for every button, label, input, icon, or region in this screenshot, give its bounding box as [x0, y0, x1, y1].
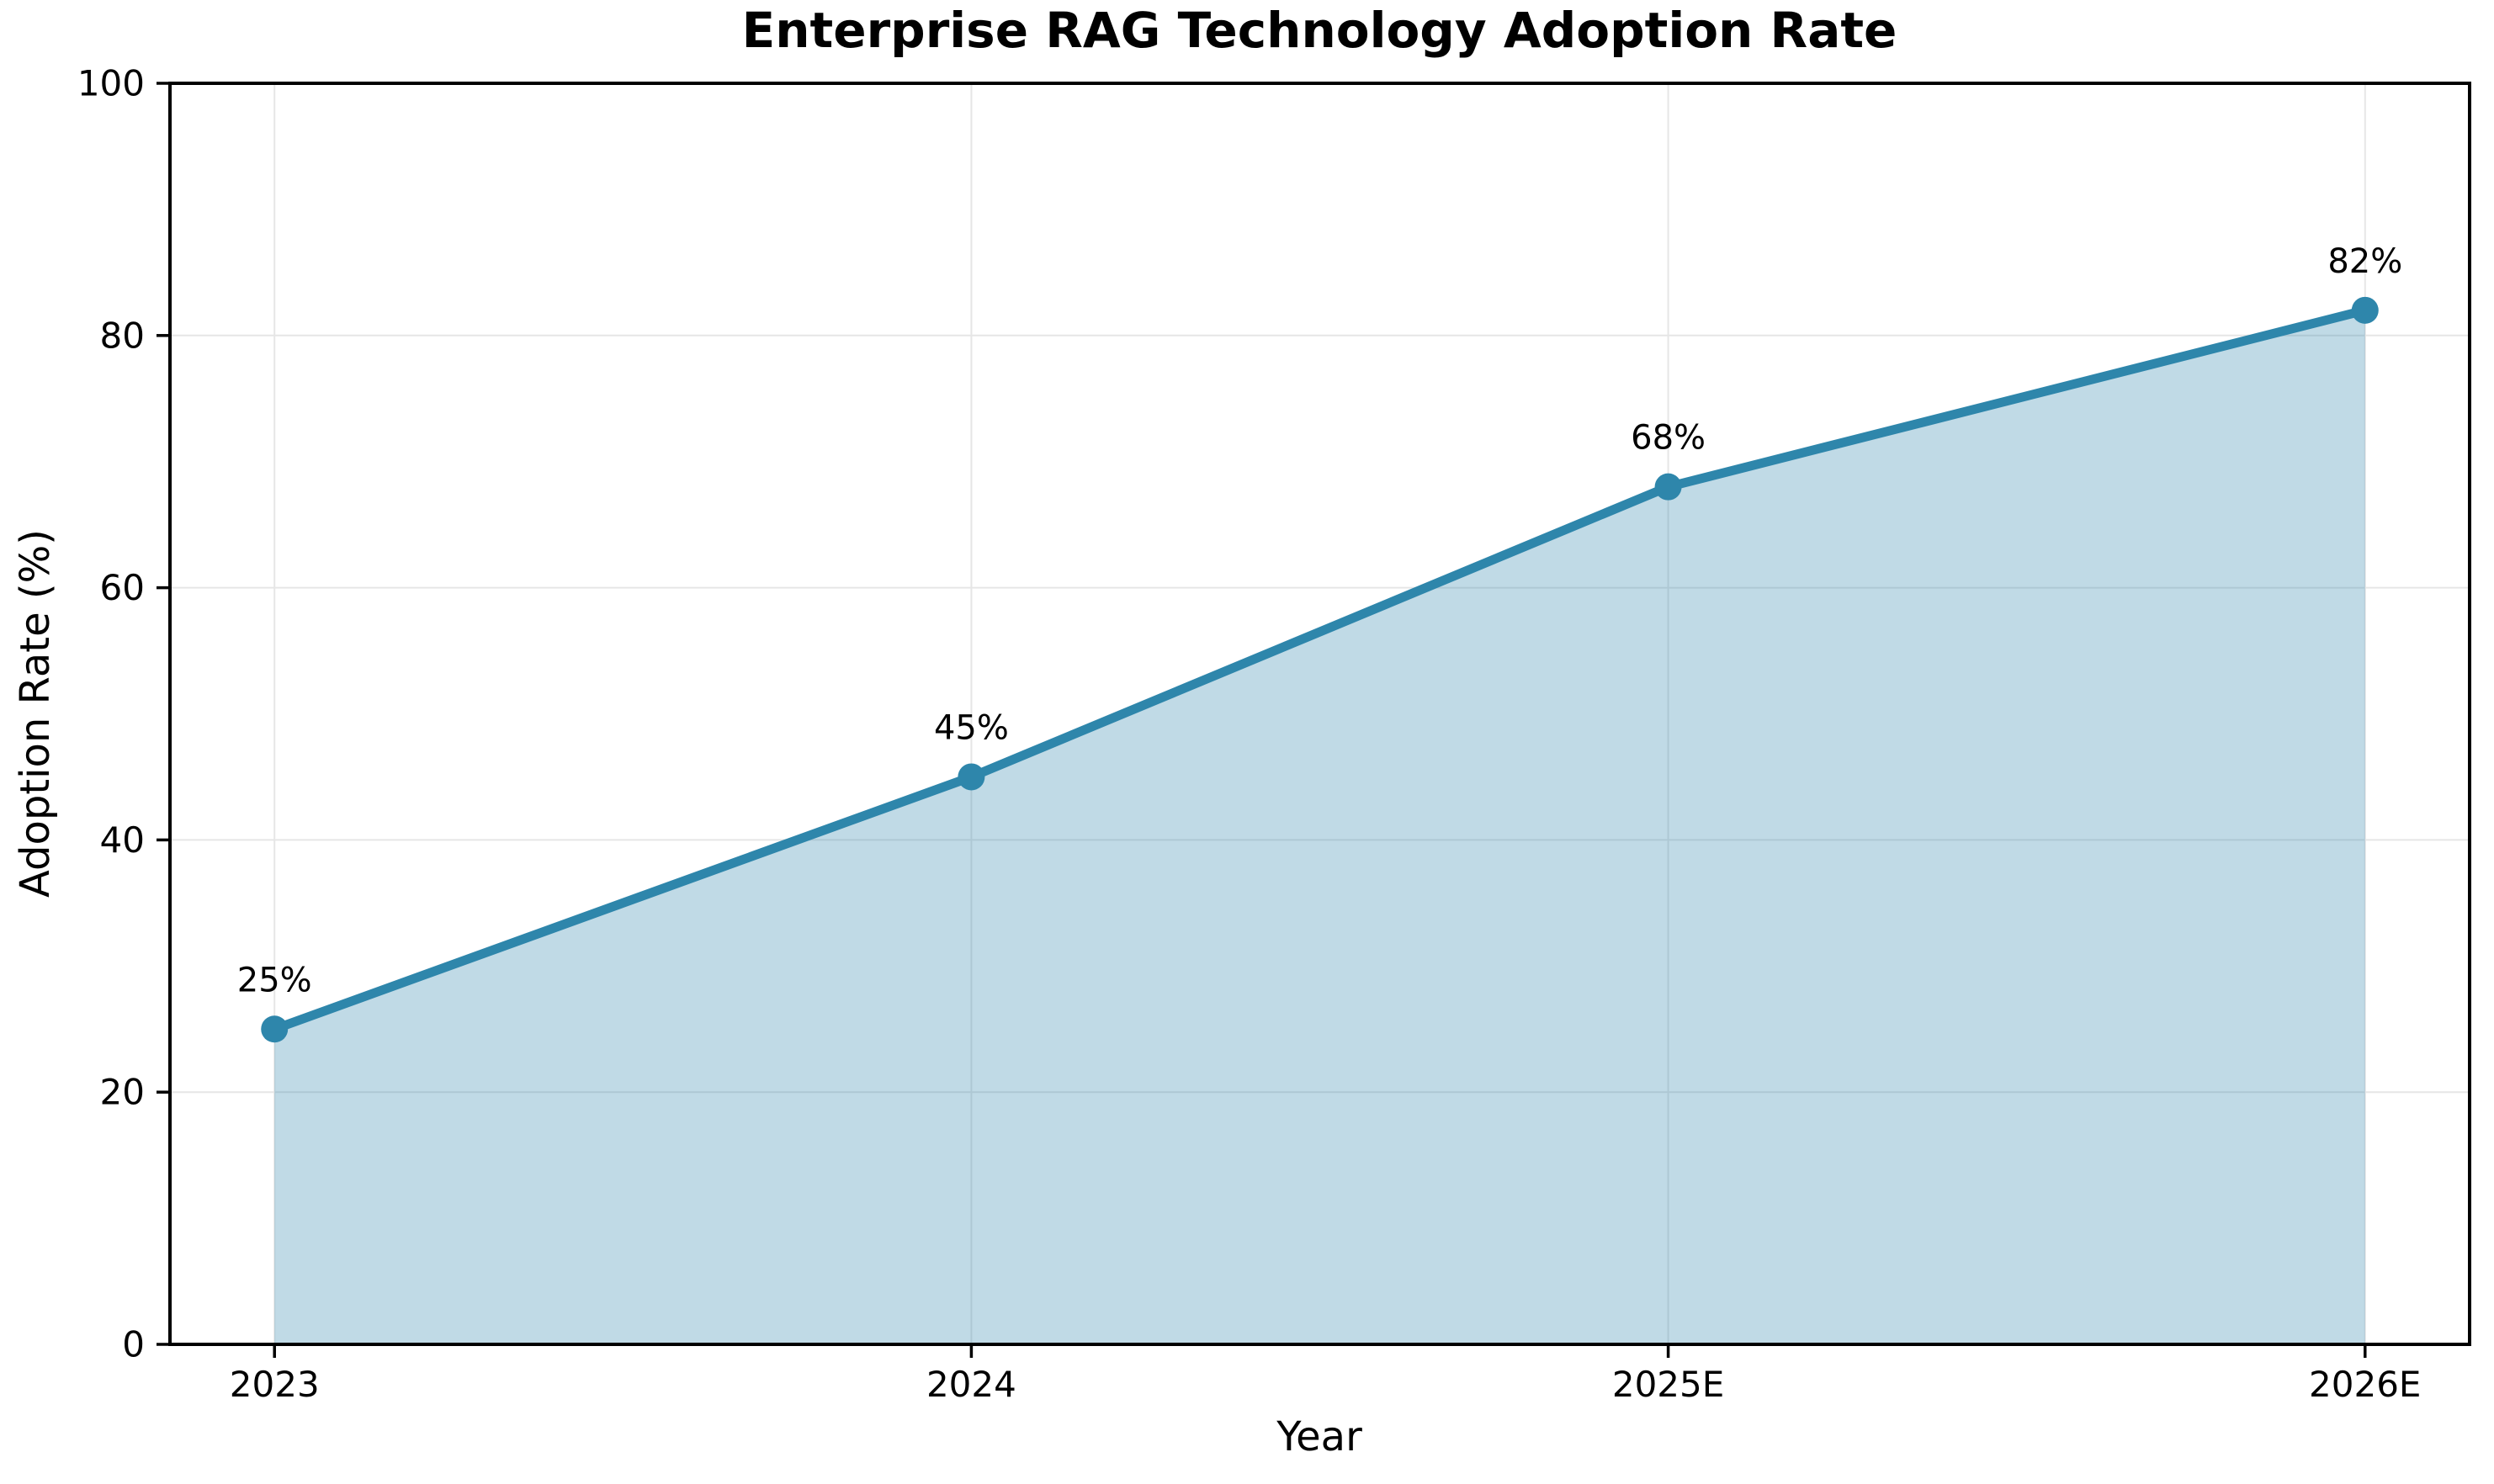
data-point-2023	[261, 1015, 289, 1043]
y-tick-label-0: 0	[122, 1324, 145, 1365]
area-fill	[274, 310, 2365, 1344]
x-axis-label: Year	[1276, 1413, 1362, 1460]
plot-border	[168, 82, 2471, 1346]
x-tick-label-2023: 2023	[230, 1364, 320, 1405]
y-tick-label-60: 60	[100, 567, 145, 608]
axis-ticks	[157, 82, 2367, 1358]
axis-spines	[168, 82, 2471, 1346]
point-label-2023: 25%	[237, 961, 312, 999]
grid-lines	[170, 83, 2470, 1344]
data-point-markers	[261, 296, 2379, 1043]
point-label-2026E: 82%	[2327, 242, 2402, 281]
x-tick-label-2025E: 2025E	[1612, 1364, 1724, 1405]
x-tick-label-2024: 2024	[926, 1364, 1016, 1405]
data-point-2025E	[1654, 473, 1682, 501]
y-axis-label: Adoption Rate (%)	[12, 529, 59, 898]
y-tick-label-80: 80	[100, 315, 145, 356]
point-label-2025E: 68%	[1631, 419, 1706, 458]
point-label-2024: 45%	[934, 708, 1009, 747]
adoption-trend-line	[269, 305, 2370, 1034]
y-tick-label-40: 40	[100, 819, 145, 861]
axis-tick-labels: 0 20 40 60 80 100 2023 2024 2025E 2026E	[77, 63, 2422, 1406]
chart-title: Enterprise RAG Technology Adoption Rate	[742, 2, 1897, 59]
trend-line	[269, 305, 2370, 1034]
y-tick-label-100: 100	[77, 63, 145, 104]
data-point-2024	[958, 763, 985, 791]
x-tick-label-2026E: 2026E	[2309, 1364, 2421, 1405]
adoption-area-fill	[274, 310, 2365, 1344]
y-tick-label-20: 20	[100, 1072, 145, 1113]
data-point-2026E	[2351, 296, 2379, 324]
point-value-labels: 25% 45% 68% 82%	[237, 242, 2402, 999]
